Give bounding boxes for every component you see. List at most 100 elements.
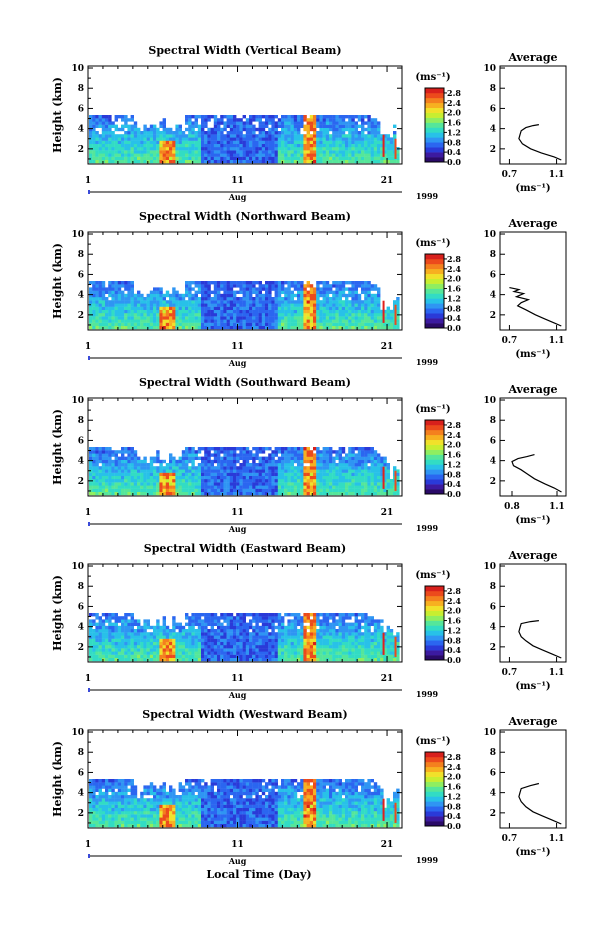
heatmap-cell <box>182 300 185 303</box>
heatmap-cell <box>102 291 105 294</box>
heatmap-cell <box>223 619 226 622</box>
heatmap-cell <box>147 476 150 479</box>
heatmap-cell <box>179 457 182 460</box>
heatmap-cell <box>294 326 297 329</box>
heatmap-cell <box>275 323 278 326</box>
heatmap-cell <box>278 150 281 153</box>
heatmap-cell <box>99 323 102 326</box>
heatmap-cell <box>364 300 367 303</box>
heatmap-cell <box>99 629 102 632</box>
heatmap-cell <box>227 489 230 492</box>
heatmap-cell <box>147 307 150 310</box>
heatmap-cell <box>214 616 217 619</box>
heatmap-cell <box>147 635 150 638</box>
x-tick-label: 11 <box>231 176 244 186</box>
heatmap-cell <box>335 284 338 287</box>
heatmap-cell <box>345 153 348 156</box>
heatmap-cell <box>246 310 249 313</box>
heatmap-cell <box>326 319 329 322</box>
heatmap-cell <box>281 291 284 294</box>
heatmap-cell <box>95 281 98 284</box>
heatmap-cell <box>294 473 297 476</box>
heatmap-cell <box>143 134 146 137</box>
colorbar-tick-label: 2.8 <box>447 254 461 264</box>
heatmap-cell <box>131 316 134 319</box>
heatmap-cell <box>319 115 322 118</box>
heatmap-cell <box>127 489 130 492</box>
heatmap-cell <box>262 128 265 131</box>
heatmap-cell <box>227 131 230 134</box>
heatmap-cell <box>185 144 188 147</box>
colorbar-segment <box>425 123 444 128</box>
heatmap-cell <box>211 313 214 316</box>
heatmap-cell <box>351 489 354 492</box>
y-tick-label: 8 <box>78 416 84 426</box>
heatmap-cell <box>355 128 358 131</box>
heatmap-cell <box>339 326 342 329</box>
heatmap-cell <box>137 655 140 658</box>
heatmap-cell <box>255 281 258 284</box>
heatmap-cell <box>223 313 226 316</box>
heatmap-cell <box>223 479 226 482</box>
heatmap-cell <box>147 469 150 472</box>
heatmap-cell <box>150 150 153 153</box>
heatmap-cell <box>159 294 162 297</box>
heatmap-cell <box>153 144 156 147</box>
heatmap-cell <box>278 469 281 472</box>
heatmap-cell <box>291 316 294 319</box>
heatmap-cell <box>367 134 370 137</box>
heatmap-cell <box>150 131 153 134</box>
heatmap-cell <box>115 115 118 118</box>
heatmap-cell <box>377 300 380 303</box>
heatmap-cell <box>134 473 137 476</box>
heatmap-cell <box>236 648 239 651</box>
heatmap-cell <box>175 307 178 310</box>
heatmap-cell <box>371 476 374 479</box>
heatmap-cell <box>329 482 332 485</box>
heatmap-cell <box>185 291 188 294</box>
heatmap-cell <box>108 310 111 313</box>
heatmap-cell <box>95 492 98 495</box>
heatmap-cell <box>105 157 108 160</box>
heatmap-cell <box>281 307 284 310</box>
heatmap-cell <box>185 453 188 456</box>
heatmap-cell <box>374 469 377 472</box>
heatmap-cell <box>367 453 370 456</box>
heatmap-cell <box>169 463 172 466</box>
heatmap-cell <box>310 303 313 306</box>
heatmap-cell <box>108 651 111 654</box>
heatmap-cell <box>175 160 178 163</box>
heatmap-cell <box>182 639 185 642</box>
heatmap-cell <box>364 160 367 163</box>
heatmap-cell <box>268 326 271 329</box>
heatmap-cell <box>204 635 207 638</box>
heatmap-cell <box>95 291 98 294</box>
heatmap-cell <box>118 281 121 284</box>
heatmap-cell <box>105 489 108 492</box>
heatmap-cell <box>307 144 310 147</box>
heatmap-cell <box>185 319 188 322</box>
heatmap-cell <box>396 310 399 313</box>
heatmap-cell <box>217 319 220 322</box>
heatmap-cell <box>255 463 258 466</box>
heatmap-cell <box>255 326 258 329</box>
heatmap-cell <box>287 118 290 121</box>
profile-y-tick-label: 4 <box>490 125 496 135</box>
heatmap-cell <box>115 137 118 140</box>
heatmap-cell <box>92 639 95 642</box>
heatmap-cell <box>348 307 351 310</box>
heatmap-cell <box>198 642 201 645</box>
heatmap-cell <box>214 473 217 476</box>
heatmap-cell <box>102 297 105 300</box>
heatmap-cell <box>291 463 294 466</box>
heatmap-cell <box>95 284 98 287</box>
heatmap-cell <box>329 160 332 163</box>
heatmap-cell <box>390 485 393 488</box>
heatmap-cell <box>300 466 303 469</box>
heatmap-cell <box>307 284 310 287</box>
heatmap-cell <box>230 655 233 658</box>
heatmap-cell <box>163 128 166 131</box>
heatmap-cell <box>246 291 249 294</box>
heatmap-cell <box>230 131 233 134</box>
heatmap-cell <box>387 469 390 472</box>
